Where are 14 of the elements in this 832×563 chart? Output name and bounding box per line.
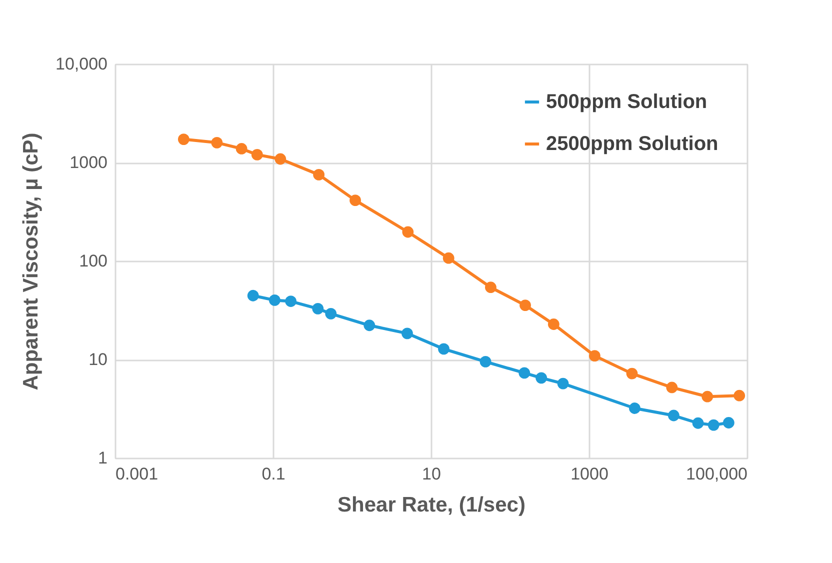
y-axis-title: Apparent Viscosity, µ (cP) xyxy=(20,132,43,390)
legend-label: 2500ppm Solution xyxy=(546,133,718,155)
x-tick-label: 1000 xyxy=(570,464,608,484)
y-tick-label: 10 xyxy=(88,350,108,369)
y-tick-label: 10,000 xyxy=(56,54,108,74)
x-tick-label: 10 xyxy=(422,464,441,484)
y-tick-label: 100 xyxy=(79,252,108,270)
x-tick-label: 100,000 xyxy=(686,464,748,484)
x-axis-title: Shear Rate, (1/sec) xyxy=(338,494,526,516)
x-tick-label: 0.001 xyxy=(116,464,158,484)
legend-label: 500ppm Solution xyxy=(546,91,708,113)
x-tick-label: 0.1 xyxy=(262,464,286,484)
y-tick-label: 1000 xyxy=(70,153,108,172)
y-tick-label: 1 xyxy=(98,448,108,468)
